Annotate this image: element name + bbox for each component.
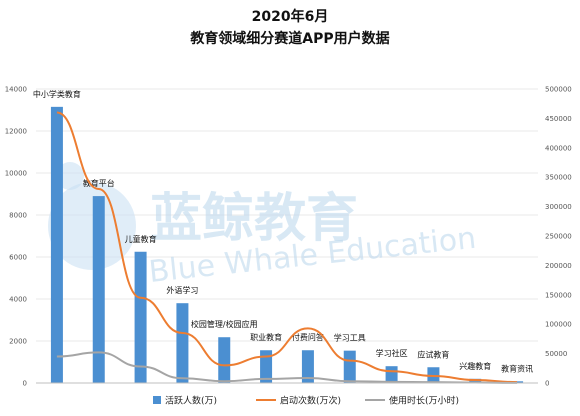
y-right-tick-label: 0 bbox=[545, 380, 549, 388]
category-label: 外语学习 bbox=[166, 285, 198, 295]
bar bbox=[343, 350, 356, 383]
chart-subtitle: 教育领域细分赛道APP用户数据 bbox=[190, 30, 389, 47]
y-left-tick-label: 4000 bbox=[9, 296, 27, 304]
bar bbox=[511, 381, 524, 383]
y-right-tick-label: 250000 bbox=[545, 233, 572, 241]
category-label: 学习社区 bbox=[376, 348, 408, 358]
y-right-tick-label: 150000 bbox=[545, 291, 572, 299]
category-label: 兴趣教育 bbox=[459, 361, 491, 371]
watermark-logo-icon bbox=[56, 162, 84, 190]
y-right-tick-label: 50000 bbox=[545, 350, 567, 358]
category-label: 职业教育 bbox=[250, 332, 282, 342]
watermark-logo-text: 蓝鲸教育 bbox=[150, 189, 358, 249]
bar bbox=[176, 303, 189, 383]
legend-label: 活跃人数(万) bbox=[165, 395, 217, 407]
y-left-tick-label: 0 bbox=[23, 380, 27, 388]
bar bbox=[92, 196, 105, 383]
legend-label: 使用时长(万小时) bbox=[389, 395, 459, 407]
y-left-tick-label: 2000 bbox=[9, 338, 27, 346]
line-duration bbox=[56, 351, 518, 384]
bar bbox=[260, 350, 273, 383]
legend-label: 启动次数(万次) bbox=[280, 395, 341, 407]
category-label: 付费问答 bbox=[292, 332, 324, 342]
y-right-tick-label: 300000 bbox=[545, 203, 572, 211]
category-label: 校园管理/校园应用 bbox=[191, 319, 258, 329]
y-right-tick-label: 400000 bbox=[545, 144, 572, 152]
watermark-logo-icon bbox=[48, 182, 136, 270]
legend-swatch-bar bbox=[153, 396, 161, 404]
y-right-tick-label: 450000 bbox=[545, 115, 572, 123]
y-right-tick-label: 350000 bbox=[545, 174, 572, 182]
bar bbox=[134, 251, 147, 383]
category-label: 应试教育 bbox=[417, 349, 449, 359]
bar bbox=[50, 106, 63, 383]
bar bbox=[301, 350, 314, 383]
y-left-tick-label: 12000 bbox=[5, 128, 27, 136]
y-left-tick-label: 14000 bbox=[5, 86, 27, 94]
category-label: 教育平台 bbox=[83, 178, 115, 188]
y-left-tick-label: 8000 bbox=[9, 212, 27, 220]
bar bbox=[385, 366, 398, 383]
y-left-tick-label: 10000 bbox=[5, 170, 27, 178]
line-launches bbox=[56, 111, 518, 384]
y-right-tick-label: 500000 bbox=[545, 86, 572, 94]
y-right-tick-label: 200000 bbox=[545, 262, 572, 270]
category-label: 中小学类教育 bbox=[33, 89, 81, 99]
category-label: 儿童教育 bbox=[125, 234, 157, 244]
bar bbox=[218, 337, 231, 383]
category-label: 学习工具 bbox=[334, 333, 366, 343]
chart-title: 2020年6月 bbox=[252, 8, 329, 25]
category-label: 教育资讯 bbox=[501, 363, 533, 373]
y-right-tick-label: 100000 bbox=[545, 321, 572, 329]
y-left-tick-label: 6000 bbox=[9, 254, 27, 262]
